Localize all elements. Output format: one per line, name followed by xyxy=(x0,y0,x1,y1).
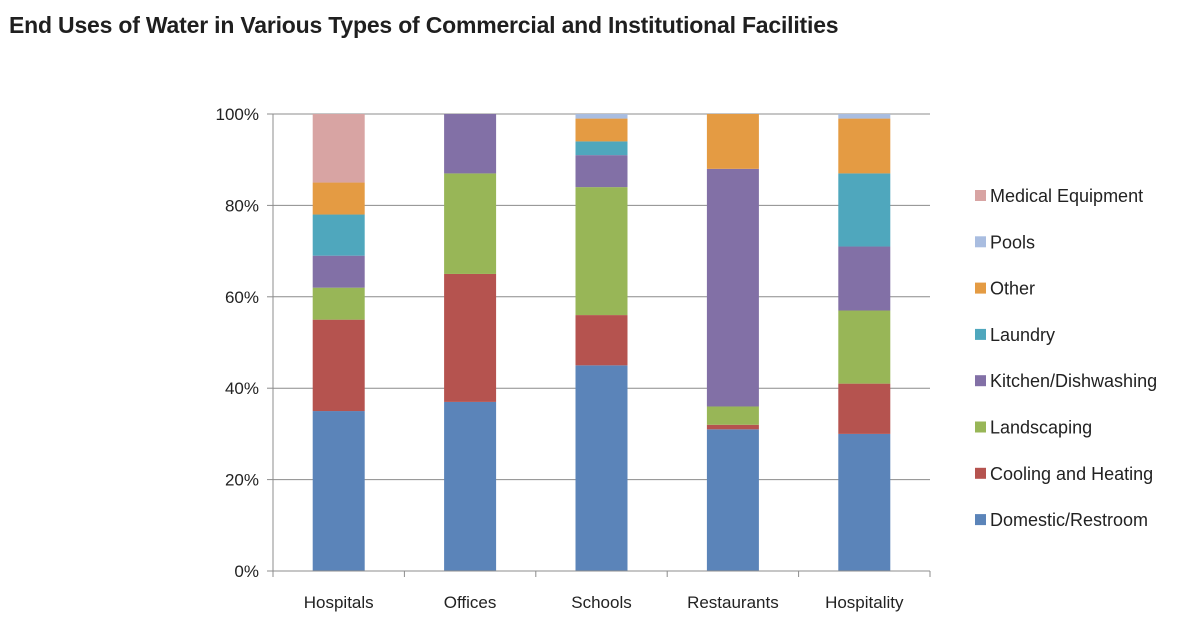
legend-label: Landscaping xyxy=(990,418,1092,438)
axes xyxy=(267,113,931,577)
bar-segment xyxy=(444,401,497,571)
legend-label: Cooling and Heating xyxy=(990,464,1153,484)
y-tick-label: 100% xyxy=(216,105,259,124)
bar-segment xyxy=(838,246,891,311)
y-tick-label: 20% xyxy=(225,471,259,490)
bar-segment xyxy=(575,118,628,142)
bar-segment xyxy=(575,187,628,316)
bar-segment xyxy=(838,433,891,571)
bar-segment xyxy=(838,118,891,174)
y-tick-label: 40% xyxy=(225,379,259,398)
bar-segment xyxy=(575,315,628,366)
bar-stacks xyxy=(312,114,891,571)
bar-segment xyxy=(575,114,628,119)
y-tick-label: 60% xyxy=(225,288,259,307)
x-tick-label: Schools xyxy=(571,593,631,612)
y-tick-label: 0% xyxy=(234,562,259,581)
x-tick-label: Hospitals xyxy=(304,593,374,612)
legend-label: Domestic/Restroom xyxy=(990,510,1148,530)
bar-segment xyxy=(444,173,497,274)
legend: Medical Equipment Pools Other Laundry Kitche… xyxy=(975,186,1157,530)
bar-segment xyxy=(312,114,365,183)
bar-segment xyxy=(838,310,891,384)
legend-label: Kitchen/Dishwashing xyxy=(990,371,1157,391)
legend-swatch xyxy=(975,236,986,248)
legend-swatch xyxy=(975,514,986,526)
bar-segment xyxy=(838,173,891,247)
legend-swatch xyxy=(975,467,986,479)
bar-segment xyxy=(312,255,365,288)
bar-segment xyxy=(838,114,891,119)
legend-label: Other xyxy=(990,279,1035,299)
chart-title: End Uses of Water in Various Types of Co… xyxy=(9,12,839,38)
bar-segment xyxy=(706,114,759,169)
bar-segment xyxy=(312,411,365,571)
legend-label: Laundry xyxy=(990,325,1055,345)
bar-segment xyxy=(706,168,759,407)
bar-segment xyxy=(312,214,365,256)
bar-segment xyxy=(444,273,497,402)
bar-segment xyxy=(444,114,497,174)
bar-segment xyxy=(575,365,628,571)
bar-segment xyxy=(312,182,365,215)
y-tick-labels: 0% 20% 40% 60% 80% 100% xyxy=(216,105,259,581)
bar-segment xyxy=(575,141,628,156)
legend-swatch xyxy=(975,328,986,340)
legend-swatch xyxy=(975,421,986,433)
x-tick-label: Offices xyxy=(444,593,497,612)
legend-swatch xyxy=(975,282,986,294)
bar-segment xyxy=(706,406,759,425)
x-tick-labels: Hospitals Offices Schools Restaurants Hospit… xyxy=(304,593,904,612)
bar-segment xyxy=(575,155,628,188)
bar-segment xyxy=(838,383,891,434)
legend-label: Pools xyxy=(990,232,1035,252)
x-tick-label: Hospitality xyxy=(825,593,904,612)
legend-swatch xyxy=(975,375,986,387)
bar-segment xyxy=(706,429,759,571)
legend-swatch xyxy=(975,190,986,201)
y-tick-label: 80% xyxy=(225,196,259,215)
bar-segment xyxy=(312,287,365,320)
legend-label: Medical Equipment xyxy=(990,186,1143,206)
bar-segment xyxy=(706,424,759,430)
x-tick-label: Restaurants xyxy=(687,593,779,612)
bar-segment xyxy=(312,319,365,412)
